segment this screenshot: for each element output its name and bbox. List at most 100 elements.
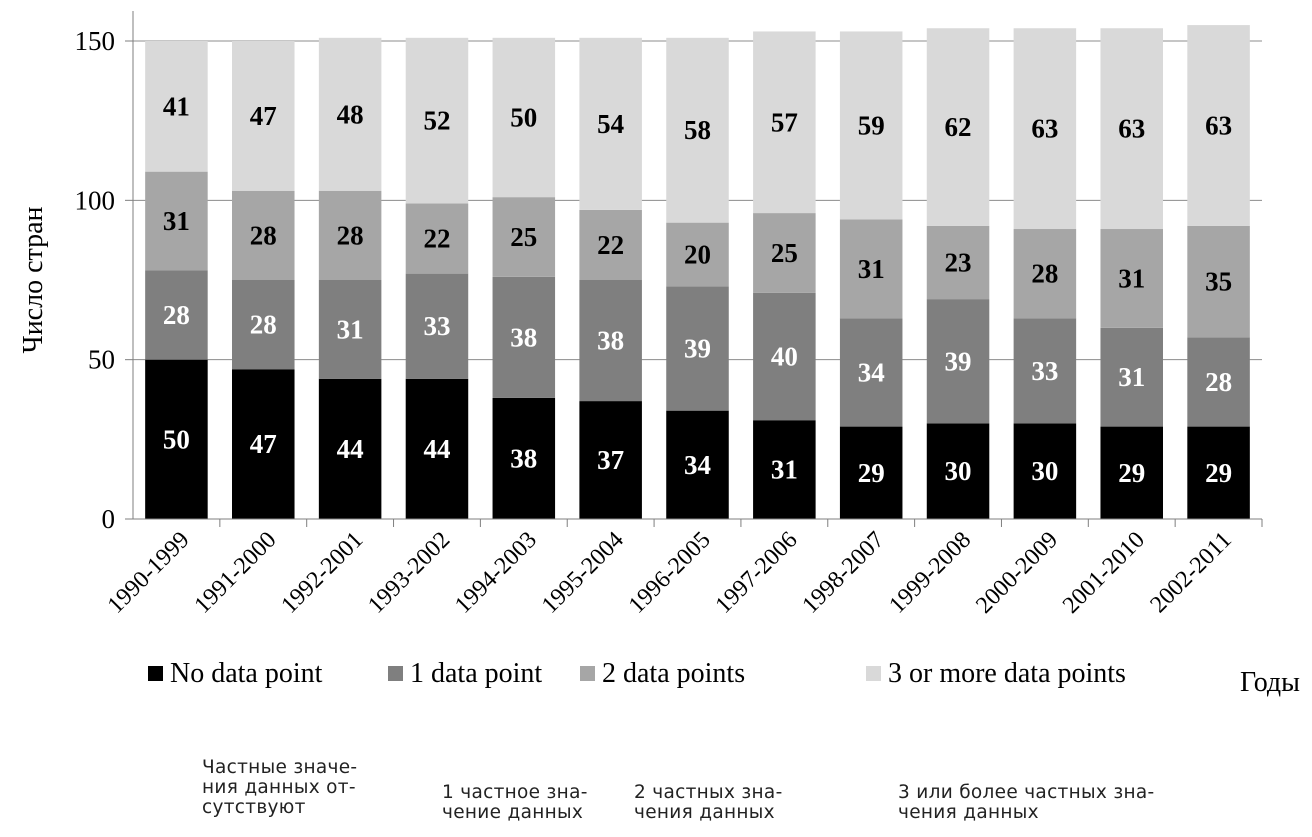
legend-swatch — [866, 666, 881, 681]
bar-segment — [839, 219, 903, 319]
bar-segment — [1013, 28, 1077, 230]
data-label: 30 — [945, 456, 972, 486]
y-tick-labels: 0 50 100 150 — [75, 26, 116, 534]
bar-segment — [926, 423, 990, 519]
bar-segment — [1013, 229, 1077, 319]
bar-segment — [753, 420, 816, 519]
data-label: 39 — [684, 334, 711, 364]
bar-segment — [839, 31, 903, 220]
data-label: 35 — [1205, 267, 1232, 297]
data-label: 31 — [858, 254, 885, 284]
legend-translation-3: 3 или более частных зна- чения данных — [898, 782, 1155, 823]
data-label: 63 — [1031, 114, 1058, 144]
legend-swatch — [148, 666, 163, 681]
data-label: 50 — [163, 424, 190, 454]
bar-segment — [579, 209, 642, 280]
data-label: 40 — [771, 341, 798, 371]
bar-segment — [1187, 25, 1250, 226]
bars — [145, 25, 1250, 519]
data-label: 31 — [771, 455, 798, 485]
data-label: 41 — [163, 91, 190, 121]
legend-swatch — [388, 666, 403, 681]
data-label: 34 — [684, 450, 711, 480]
x-tick-label: 1997-2006 — [711, 527, 803, 619]
data-label: 28 — [1031, 259, 1058, 289]
data-label: 34 — [858, 357, 885, 387]
data-label: 30 — [1031, 456, 1058, 486]
data-label: 20 — [684, 240, 711, 270]
bar-segment — [926, 299, 990, 424]
data-label: 33 — [423, 311, 450, 341]
legend-swatch — [580, 666, 595, 681]
bar-segment — [318, 37, 382, 191]
x-tick-label: 2001-2010 — [1058, 527, 1150, 619]
data-label: 58 — [684, 115, 711, 145]
x-tick-label: 1995-2004 — [537, 527, 629, 619]
data-label: 48 — [337, 99, 364, 129]
x-tick-label: 1994-2003 — [450, 527, 542, 619]
x-tick-label: 1996-2005 — [624, 527, 716, 619]
data-label: 57 — [771, 107, 798, 137]
legend-label: 2 data points — [602, 658, 745, 689]
y-tick-label: 50 — [88, 345, 115, 375]
bar-segment — [926, 28, 990, 226]
data-label: 29 — [1205, 458, 1232, 488]
legend-label: 1 data point — [410, 658, 542, 689]
bar-segment — [666, 286, 729, 411]
bar-segment — [1187, 337, 1250, 427]
bar-segment — [405, 37, 469, 204]
bar-segment — [145, 171, 208, 271]
bar-segment — [839, 318, 903, 427]
bar-segment — [405, 203, 469, 274]
x-tick-labels: 1990-19991991-20001992-20011993-20021994… — [103, 527, 1237, 619]
data-label: 31 — [1118, 362, 1145, 392]
x-tick-label: 1999-2008 — [884, 527, 976, 619]
bar-segment — [232, 280, 295, 370]
data-label: 38 — [510, 443, 537, 473]
segment-labels: 50 28 31 41 47 28 28 47 44 31 28 48 44 33 22 52 38 38 25 50… — [163, 91, 1232, 487]
data-label: 28 — [250, 310, 277, 340]
data-label: 25 — [771, 238, 798, 268]
data-label: 28 — [163, 300, 190, 330]
data-label: 54 — [597, 109, 624, 139]
x-tick-label: 1993-2002 — [363, 527, 455, 619]
bar-segment — [318, 280, 382, 379]
data-label: 28 — [250, 220, 277, 250]
y-tick-label: 150 — [75, 26, 116, 56]
data-label: 22 — [597, 230, 624, 260]
x-axis-label: Годы — [1240, 667, 1300, 698]
data-label: 47 — [250, 429, 277, 459]
legend-translation-2: 2 частных зна- чения данных — [634, 782, 783, 823]
data-label: 29 — [1118, 458, 1145, 488]
bar-segment — [1187, 426, 1250, 519]
y-tick-label: 0 — [102, 504, 116, 534]
bar-segment — [1100, 426, 1163, 519]
bar-segment — [753, 213, 816, 293]
bar-segment — [405, 378, 469, 519]
bar-segment — [318, 378, 382, 519]
axes — [125, 11, 1263, 527]
bar-segment — [492, 276, 556, 398]
data-label: 63 — [1205, 110, 1232, 140]
x-tick-label: 2000-2009 — [971, 527, 1063, 619]
data-label: 47 — [250, 101, 277, 131]
x-tick-label: 1992-2001 — [276, 527, 368, 619]
data-label: 25 — [510, 222, 537, 252]
data-label: 38 — [510, 322, 537, 352]
bar-segment — [145, 359, 208, 519]
bar-segment — [492, 37, 556, 198]
data-label: 38 — [597, 326, 624, 356]
legend-translation-1: 1 частное зна- чение данных — [442, 782, 588, 823]
data-label: 63 — [1118, 114, 1145, 144]
bar-segment — [145, 41, 208, 172]
data-label: 31 — [337, 314, 364, 344]
bar-segment — [926, 225, 990, 300]
data-label: 22 — [423, 224, 450, 254]
y-tick-label: 100 — [75, 185, 116, 215]
data-label: 62 — [945, 112, 972, 142]
bar-segment — [579, 280, 642, 402]
data-label: 50 — [510, 102, 537, 132]
data-label: 28 — [1205, 367, 1232, 397]
data-label: 31 — [163, 206, 190, 236]
